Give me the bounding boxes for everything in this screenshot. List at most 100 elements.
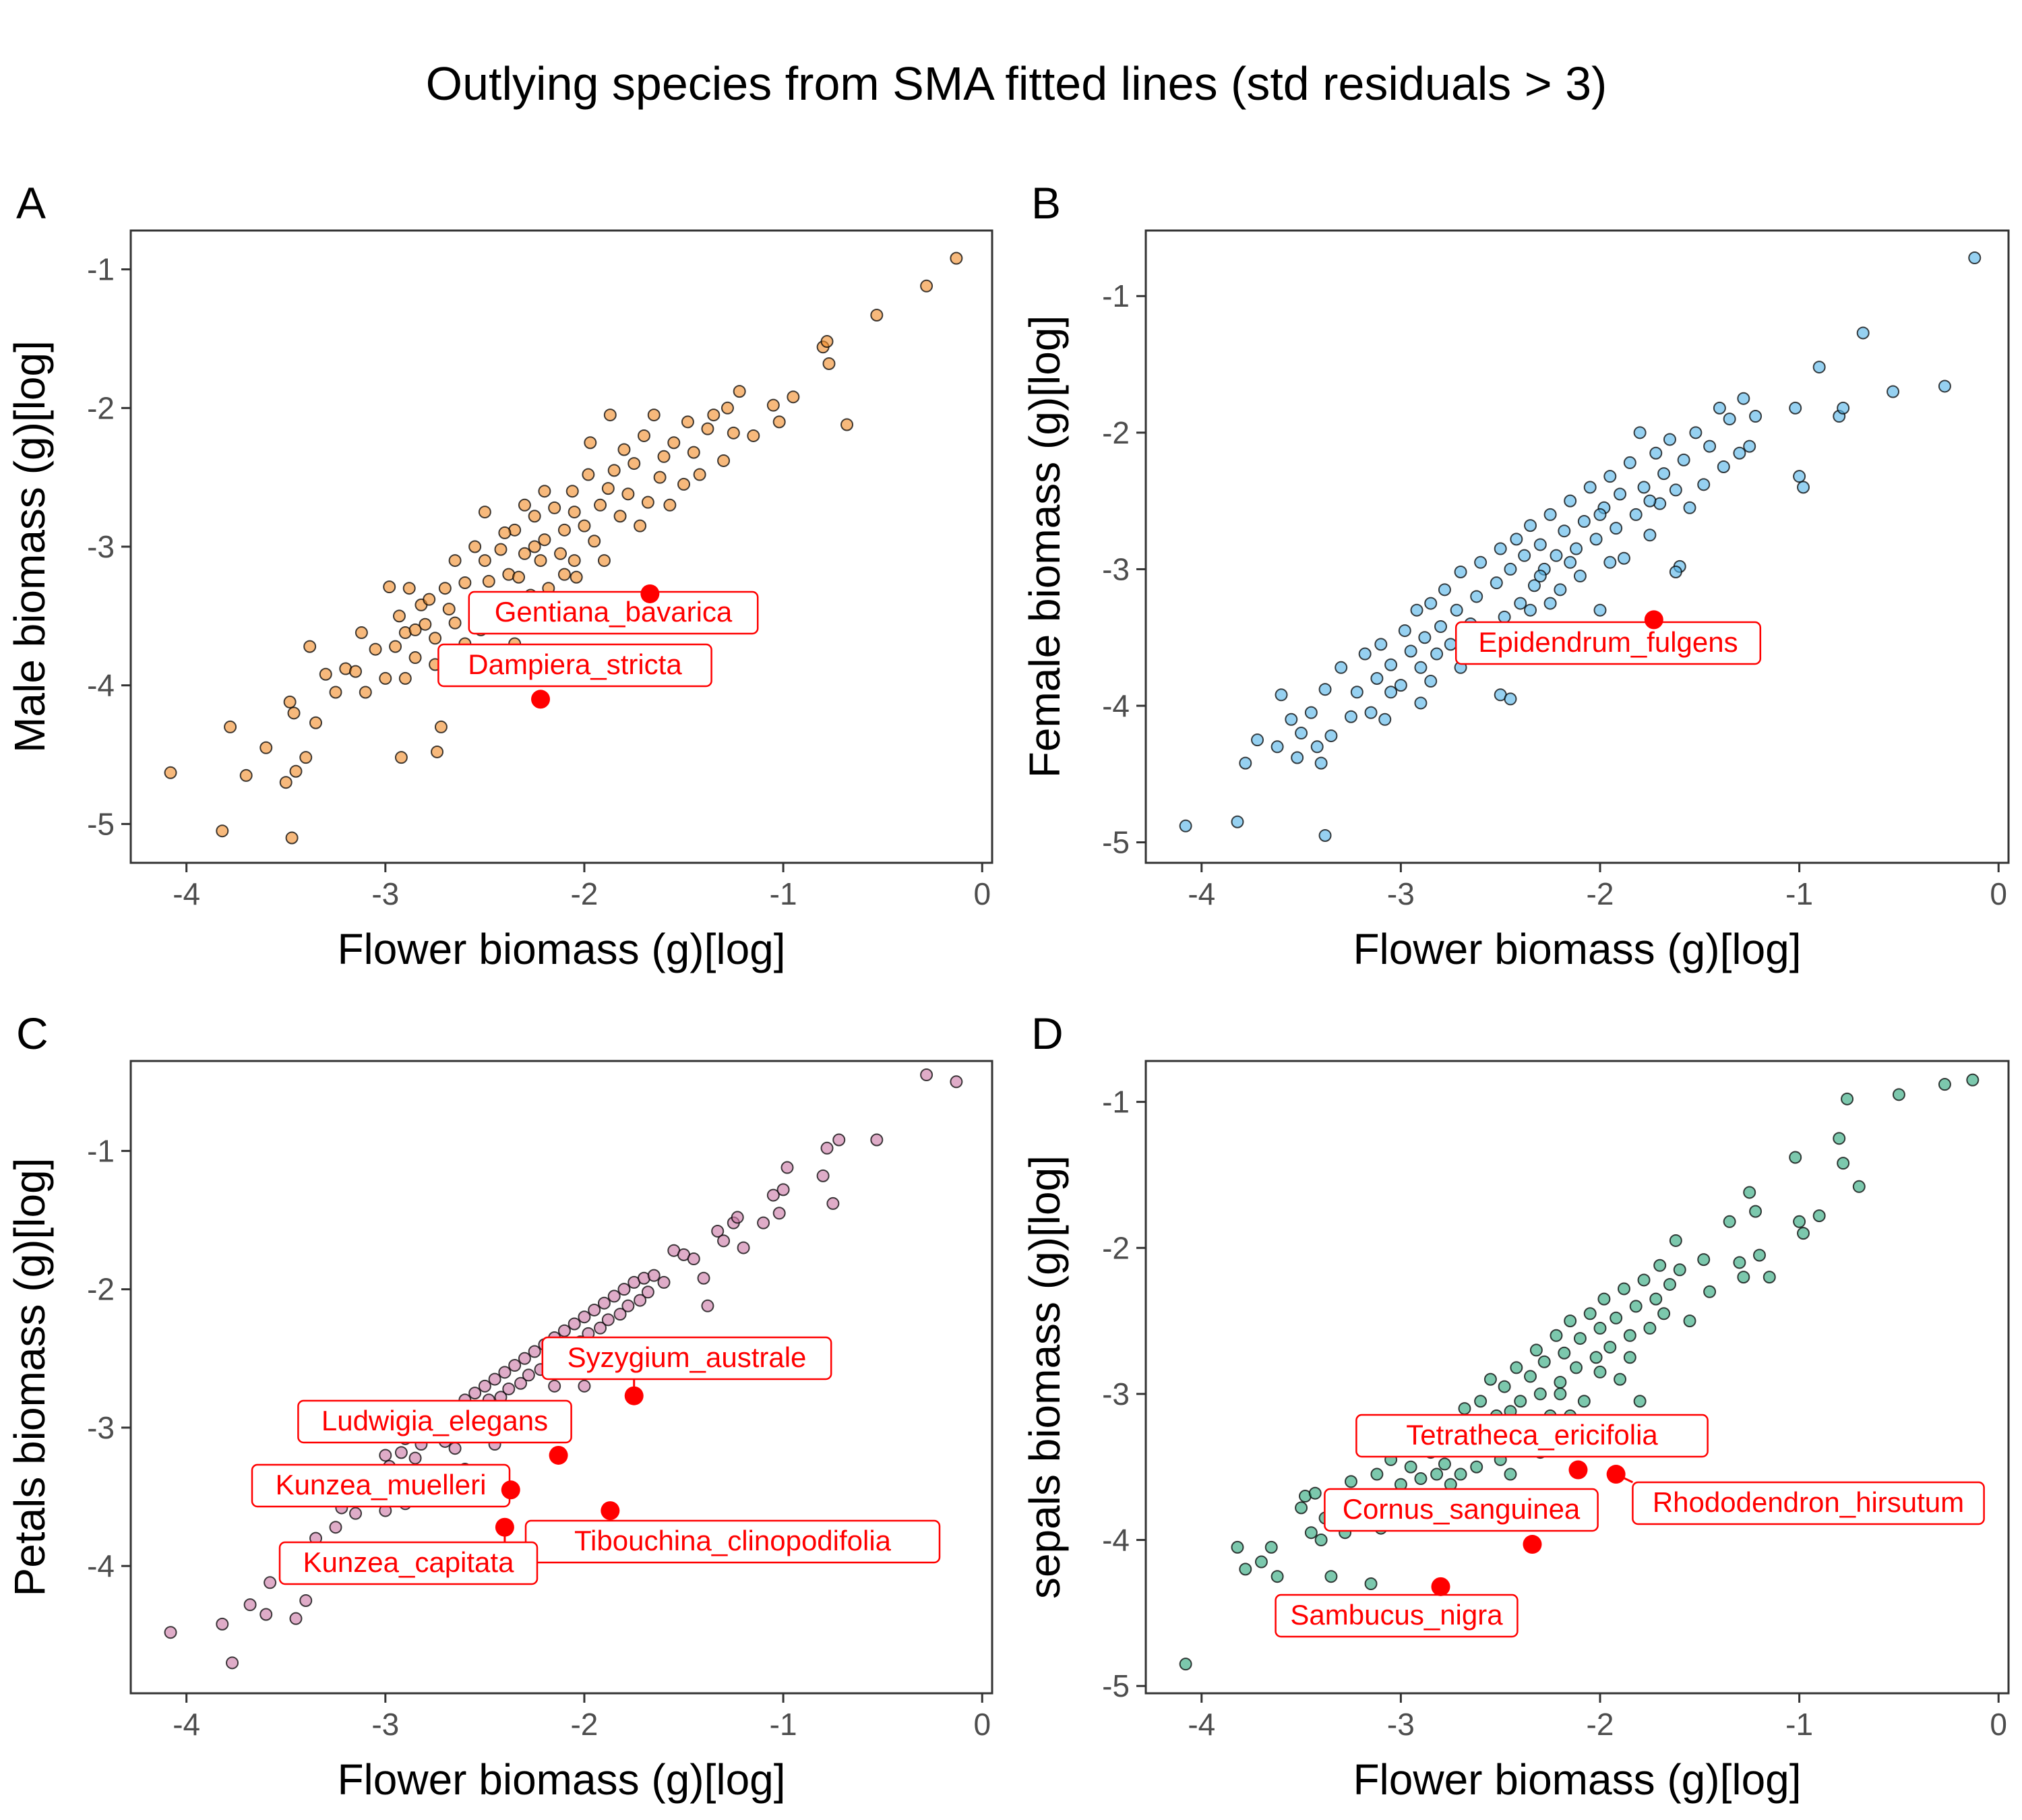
data-point — [408, 651, 422, 665]
panel-a: A -4 -3 -2 -1 0 -5 -4 -3 -2 -1 Flower biomass (g)[l… — [5, 178, 993, 973]
data-point — [508, 1359, 522, 1372]
data-point — [1789, 1151, 1802, 1164]
data-point — [1344, 710, 1357, 723]
data-point — [1270, 1570, 1284, 1583]
data-point — [1498, 610, 1511, 624]
data-point — [442, 603, 456, 616]
data-point — [1697, 1253, 1711, 1267]
data-point — [588, 535, 601, 548]
data-point — [512, 570, 526, 584]
data-point — [870, 308, 884, 322]
data-point — [1570, 1361, 1583, 1374]
data-point — [647, 1269, 661, 1282]
data-point — [822, 357, 836, 370]
data-point — [1573, 570, 1587, 583]
data-point — [1669, 483, 1682, 497]
data-point — [392, 609, 406, 623]
data-point — [478, 506, 491, 519]
data-point — [653, 471, 667, 484]
data-point — [423, 593, 436, 606]
data-point — [1623, 456, 1636, 469]
outlier-point — [501, 1480, 520, 1500]
data-point — [394, 751, 408, 764]
data-point — [681, 415, 694, 429]
data-point — [1454, 1467, 1467, 1481]
scatter-points — [164, 251, 963, 845]
data-point — [820, 1141, 834, 1155]
outlier-label-group: Kunzea_muelleri — [251, 1463, 511, 1508]
outlier-label-group: Dampiera_stricta — [437, 643, 712, 688]
data-point — [164, 1626, 177, 1639]
outlier-point — [1606, 1465, 1626, 1484]
outlier-label-group: Tetratheca_ericifolia — [1355, 1414, 1709, 1458]
y-tick-label: -3 — [87, 1410, 115, 1445]
data-point — [613, 510, 627, 523]
data-point — [568, 506, 581, 519]
data-point — [950, 251, 963, 265]
data-point — [1793, 1215, 1806, 1228]
data-point — [1275, 688, 1288, 702]
data-point — [1749, 1205, 1763, 1218]
data-point — [434, 720, 448, 733]
plot-frame — [1144, 1060, 2010, 1695]
data-point — [1533, 1387, 1547, 1401]
data-point — [584, 436, 597, 450]
data-point — [518, 498, 531, 512]
data-point — [1617, 1282, 1630, 1296]
data-point — [1291, 751, 1304, 764]
y-axis-title: Petals biomass (g)[log] — [5, 1158, 54, 1597]
data-point — [1603, 555, 1617, 569]
x-tick-label: -1 — [1785, 1707, 1813, 1742]
outlier-point — [640, 584, 660, 603]
data-point — [1657, 467, 1671, 481]
data-point — [701, 1299, 714, 1312]
data-point — [1797, 481, 1810, 494]
data-point — [1424, 675, 1438, 688]
data-point — [1723, 413, 1736, 426]
data-point — [1570, 542, 1583, 555]
panels: A -4 -3 -2 -1 0 -5 -4 -3 -2 -1 Flower biomass (g)[l… — [5, 178, 2010, 1804]
data-point — [1370, 1467, 1384, 1481]
data-point — [1304, 1526, 1318, 1540]
data-point — [379, 671, 392, 685]
data-point — [840, 418, 854, 431]
data-point — [1308, 1486, 1322, 1500]
data-point — [1713, 401, 1726, 415]
data-point — [1597, 1292, 1611, 1306]
x-tick-label: 0 — [1990, 1707, 2007, 1742]
data-point — [522, 1368, 535, 1382]
outlier-label: Tibouchina_clinopodifolia — [574, 1525, 892, 1556]
data-point — [1314, 1534, 1328, 1547]
outlier-label-box — [1355, 1414, 1709, 1458]
data-point — [1673, 1263, 1686, 1277]
data-point — [226, 1656, 239, 1670]
data-point — [1717, 460, 1730, 473]
data-point — [1837, 1157, 1850, 1170]
data-point — [701, 422, 714, 435]
data-point — [285, 831, 299, 845]
x-tick-label: 0 — [973, 1707, 991, 1742]
y-axis-title: Male biomass (g)[log] — [5, 340, 54, 753]
y-tick-label: -1 — [1102, 278, 1130, 313]
data-point — [1657, 1307, 1671, 1321]
y-axis-title: Female biomass (g)[log] — [1020, 315, 1069, 778]
data-point — [1737, 1271, 1750, 1284]
outlier-label: Kunzea_capitata — [303, 1546, 515, 1578]
data-point — [518, 1352, 531, 1365]
data-point — [657, 450, 671, 463]
data-point — [1518, 549, 1531, 562]
outlier-label-group: Rhododendron_hirsutum — [1615, 1473, 1985, 1525]
outlier-label-group: Syzygium_australe — [541, 1336, 832, 1396]
data-point — [1589, 533, 1603, 546]
data-point — [1743, 439, 1756, 453]
data-point — [1239, 1563, 1252, 1576]
data-point — [1643, 1321, 1657, 1335]
panel-d: D -4 -3 -2 -1 0 -5 -4 -3 -2 -1 Flower biomass (g)[l… — [1020, 1008, 2010, 1804]
data-point — [1892, 1088, 1905, 1101]
data-point — [1470, 590, 1483, 603]
plot-frame — [129, 1060, 993, 1695]
data-point — [578, 519, 591, 533]
data-point — [772, 1207, 786, 1220]
data-point — [1537, 1355, 1551, 1368]
